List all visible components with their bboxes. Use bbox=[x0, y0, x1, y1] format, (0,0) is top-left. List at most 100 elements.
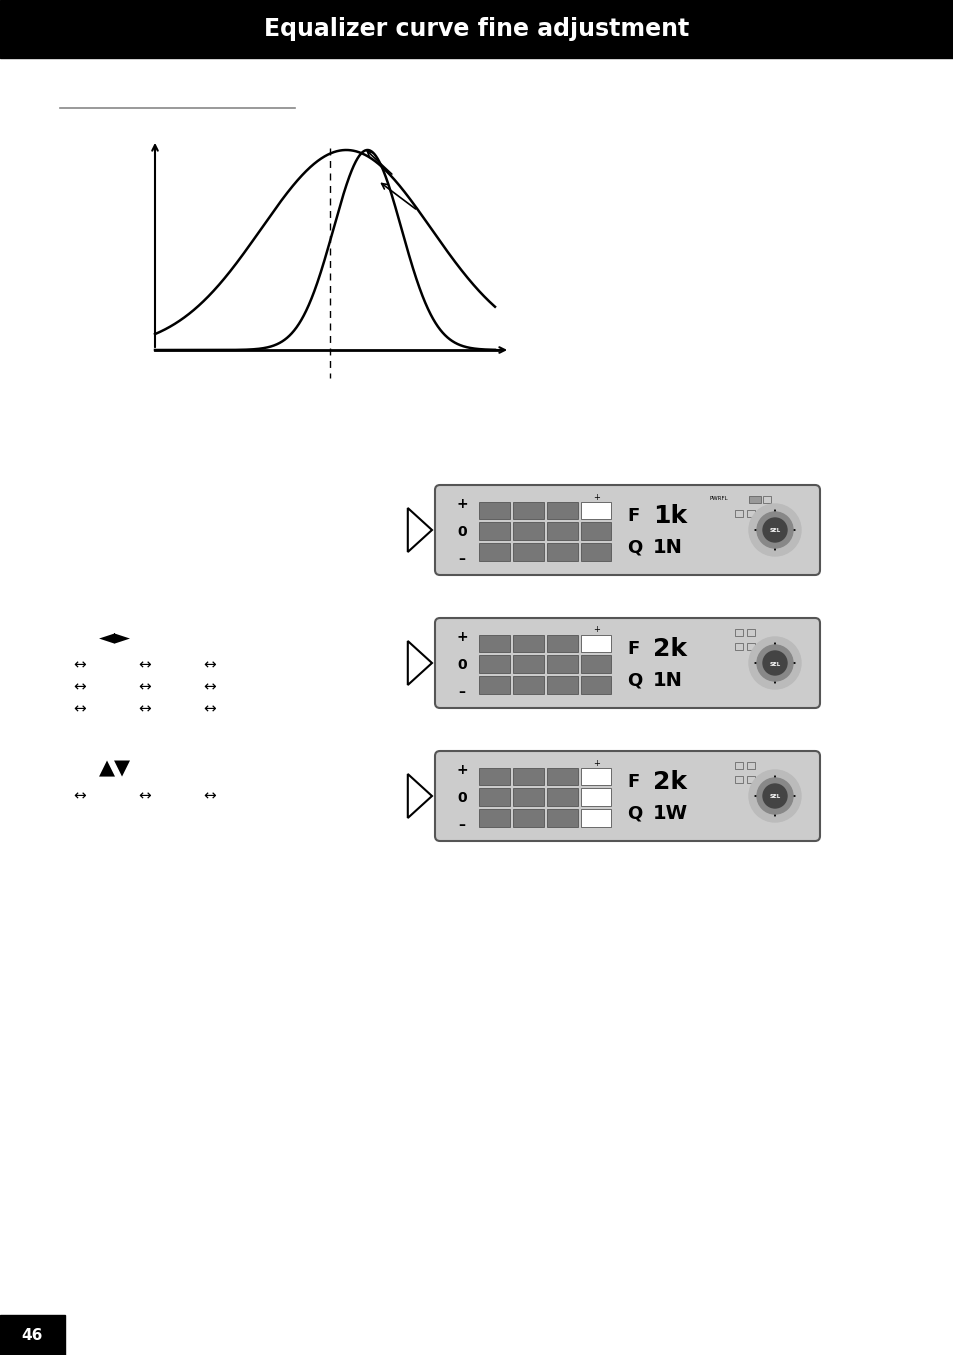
Text: 0: 0 bbox=[456, 524, 466, 538]
Bar bbox=[479, 634, 510, 652]
Text: 1k: 1k bbox=[652, 504, 686, 527]
Text: Q: Q bbox=[626, 672, 641, 690]
Text: ↔: ↔ bbox=[203, 679, 216, 695]
Text: 1N: 1N bbox=[652, 538, 682, 557]
Bar bbox=[0, 0, 953, 58]
Text: 0: 0 bbox=[456, 790, 466, 805]
Bar bbox=[580, 501, 611, 519]
Text: Q: Q bbox=[626, 805, 641, 822]
Text: Equalizer curve fine adjustment: Equalizer curve fine adjustment bbox=[264, 18, 689, 41]
Circle shape bbox=[762, 518, 786, 542]
Bar bbox=[479, 676, 510, 694]
Bar bbox=[746, 629, 754, 635]
Text: +: + bbox=[592, 759, 598, 767]
Bar bbox=[762, 496, 770, 503]
Circle shape bbox=[757, 645, 792, 682]
Text: +: + bbox=[456, 763, 467, 778]
Text: SEL: SEL bbox=[768, 661, 780, 667]
Bar bbox=[513, 809, 543, 827]
Text: ↔: ↔ bbox=[203, 657, 216, 672]
Text: ↔: ↔ bbox=[138, 679, 152, 695]
Text: F: F bbox=[626, 772, 639, 790]
Text: ↔: ↔ bbox=[203, 789, 216, 804]
Bar bbox=[546, 789, 578, 806]
Bar bbox=[479, 501, 510, 519]
Text: ↔: ↔ bbox=[73, 789, 87, 804]
Circle shape bbox=[757, 778, 792, 814]
Bar bbox=[746, 509, 754, 518]
Bar bbox=[479, 656, 510, 673]
FancyBboxPatch shape bbox=[435, 618, 820, 709]
Circle shape bbox=[748, 504, 801, 556]
Text: ↔: ↔ bbox=[138, 702, 152, 717]
Circle shape bbox=[748, 637, 801, 688]
Circle shape bbox=[762, 650, 786, 675]
Bar bbox=[513, 501, 543, 519]
Circle shape bbox=[757, 512, 792, 547]
Bar bbox=[746, 762, 754, 770]
Bar bbox=[546, 501, 578, 519]
Bar bbox=[580, 767, 611, 785]
Text: 1W: 1W bbox=[652, 804, 687, 822]
Bar bbox=[546, 676, 578, 694]
Bar bbox=[734, 509, 742, 518]
Text: SEL: SEL bbox=[768, 794, 780, 799]
Bar bbox=[580, 543, 611, 561]
Bar bbox=[546, 767, 578, 785]
Bar bbox=[734, 776, 742, 783]
Text: –: – bbox=[458, 684, 465, 699]
Bar bbox=[513, 767, 543, 785]
Text: SEL: SEL bbox=[768, 528, 780, 534]
Bar bbox=[479, 543, 510, 561]
Bar bbox=[580, 789, 611, 806]
Text: F: F bbox=[626, 507, 639, 524]
Bar bbox=[546, 634, 578, 652]
Bar bbox=[580, 676, 611, 694]
Bar bbox=[734, 629, 742, 635]
Text: +: + bbox=[592, 626, 598, 634]
Text: 2k: 2k bbox=[652, 637, 686, 661]
Text: ◄►: ◄► bbox=[99, 627, 131, 648]
Text: ↔: ↔ bbox=[138, 789, 152, 804]
Bar bbox=[479, 789, 510, 806]
Bar bbox=[546, 656, 578, 673]
Bar bbox=[580, 656, 611, 673]
Bar bbox=[746, 644, 754, 650]
Text: ▲▼: ▲▼ bbox=[99, 757, 131, 778]
Bar bbox=[546, 522, 578, 539]
Bar bbox=[479, 809, 510, 827]
Text: Q: Q bbox=[626, 538, 641, 557]
Bar bbox=[513, 634, 543, 652]
Text: ↔: ↔ bbox=[73, 657, 87, 672]
Text: +: + bbox=[456, 497, 467, 511]
Bar bbox=[479, 522, 510, 539]
Bar bbox=[546, 809, 578, 827]
FancyBboxPatch shape bbox=[435, 485, 820, 575]
Text: +: + bbox=[592, 492, 598, 501]
Text: ↔: ↔ bbox=[73, 679, 87, 695]
Bar bbox=[513, 543, 543, 561]
Bar bbox=[746, 776, 754, 783]
Text: F: F bbox=[626, 640, 639, 657]
Bar bbox=[513, 656, 543, 673]
Text: –: – bbox=[458, 551, 465, 566]
Bar bbox=[513, 522, 543, 539]
Bar bbox=[479, 767, 510, 785]
Text: 1N: 1N bbox=[652, 671, 682, 690]
Text: –: – bbox=[458, 818, 465, 832]
Bar bbox=[748, 496, 760, 503]
Bar bbox=[513, 789, 543, 806]
Bar bbox=[580, 522, 611, 539]
Bar bbox=[546, 543, 578, 561]
Bar bbox=[734, 762, 742, 770]
FancyBboxPatch shape bbox=[435, 751, 820, 841]
Text: PWRFL: PWRFL bbox=[709, 496, 728, 501]
Text: ↔: ↔ bbox=[138, 657, 152, 672]
Bar bbox=[734, 644, 742, 650]
Circle shape bbox=[748, 770, 801, 822]
Text: ↔: ↔ bbox=[73, 702, 87, 717]
Bar bbox=[0, 1314, 65, 1355]
Text: 0: 0 bbox=[456, 657, 466, 672]
Text: ↔: ↔ bbox=[203, 702, 216, 717]
Text: 46: 46 bbox=[21, 1328, 43, 1343]
